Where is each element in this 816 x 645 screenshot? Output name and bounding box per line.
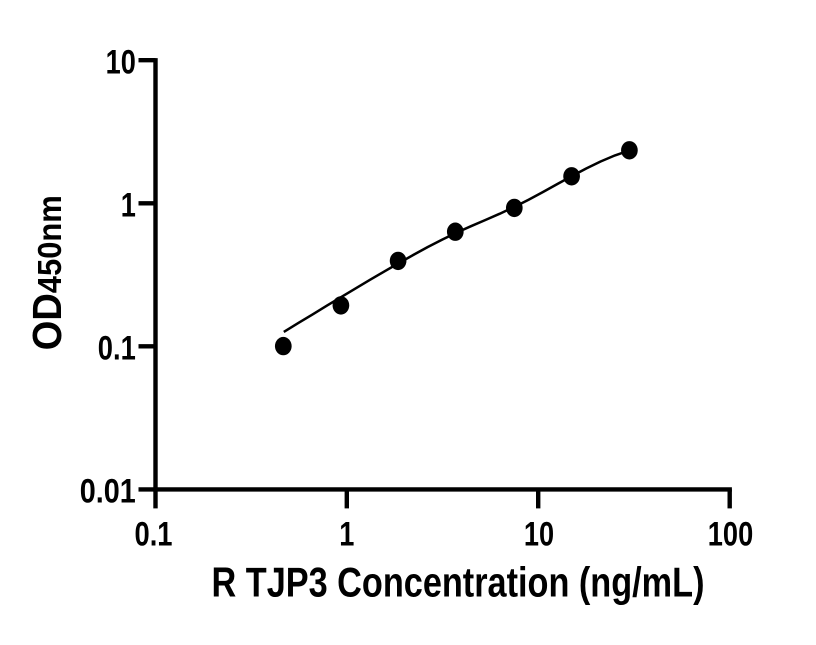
svg-text:0.01: 0.01 bbox=[80, 472, 136, 510]
svg-text:1: 1 bbox=[121, 186, 136, 224]
svg-text:1: 1 bbox=[339, 516, 354, 554]
svg-text:0.1: 0.1 bbox=[98, 329, 136, 367]
svg-text:OD: OD bbox=[24, 293, 70, 350]
svg-text:0.1: 0.1 bbox=[135, 516, 173, 554]
svg-text:450nm: 450nm bbox=[31, 195, 68, 293]
svg-text:100: 100 bbox=[708, 516, 753, 554]
svg-text:10: 10 bbox=[106, 43, 136, 81]
svg-text:R TJP3 Concentration (ng/mL): R TJP3 Concentration (ng/mL) bbox=[212, 559, 705, 606]
svg-text:10: 10 bbox=[524, 516, 554, 554]
